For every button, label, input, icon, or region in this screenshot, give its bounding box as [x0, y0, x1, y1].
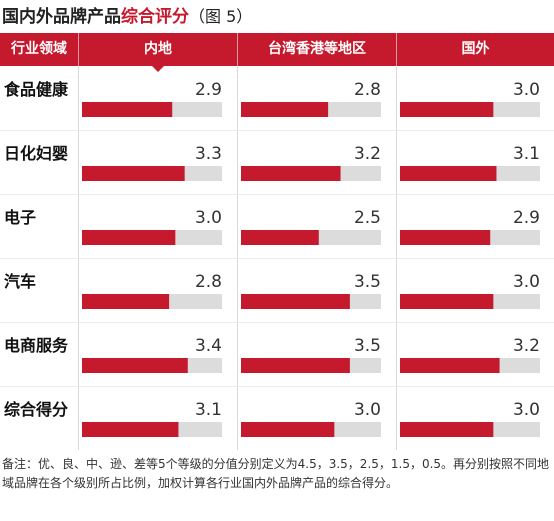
header-divider	[396, 33, 397, 66]
bar	[241, 422, 335, 437]
category-label: 综合得分	[4, 400, 68, 419]
value-label: 3.4	[195, 336, 222, 356]
category-label: 日化妇婴	[4, 144, 68, 163]
value-label: 3.1	[513, 144, 540, 164]
bar	[400, 294, 494, 309]
value-label: 3.3	[195, 144, 222, 164]
value-label: 3.2	[354, 144, 381, 164]
figure-label: （图 5）	[189, 7, 253, 26]
bar	[241, 294, 350, 309]
value-label: 3.0	[513, 80, 540, 100]
bar	[82, 294, 170, 309]
value-label: 3.0	[513, 272, 540, 292]
bar	[241, 358, 350, 373]
title-main: 国内外品牌产品	[2, 7, 121, 27]
value-label: 3.0	[513, 400, 540, 420]
bar	[241, 230, 319, 245]
bar	[400, 422, 494, 437]
header-divider	[78, 33, 79, 66]
bar	[241, 166, 341, 181]
value-label: 2.9	[195, 80, 222, 100]
header-pointer	[152, 66, 164, 72]
value-label: 2.8	[195, 272, 222, 292]
category-label: 食品健康	[3, 80, 69, 99]
value-label: 3.5	[354, 336, 381, 356]
value-label: 2.5	[354, 208, 381, 228]
bar	[400, 166, 497, 181]
bar	[82, 166, 185, 181]
header-category: 行业领域	[11, 41, 67, 57]
table-header: 行业领域 内地 台湾香港等地区 国外	[0, 33, 554, 66]
category-label: 汽车	[4, 272, 36, 291]
bar	[241, 102, 329, 117]
bar	[82, 422, 179, 437]
header-divider	[237, 33, 238, 66]
header-panel-tw-hk: 台湾香港等地区	[268, 41, 366, 57]
chart-title: 国内外品牌产品综合评分（图 5）	[2, 4, 252, 30]
bar	[82, 358, 188, 373]
title-highlight: 综合评分	[121, 7, 189, 27]
value-label: 2.8	[354, 80, 381, 100]
value-label: 2.9	[513, 208, 540, 228]
bar	[82, 230, 176, 245]
value-label: 3.5	[354, 272, 381, 292]
footnote: 备注：优、良、中、逊、差等5个等级的分值分别定义为4.5，3.5，2.5，1.5…	[2, 457, 550, 490]
header-panel-foreign: 国外	[461, 41, 490, 57]
category-label: 电子	[4, 208, 36, 227]
category-label: 电商服务	[4, 336, 69, 355]
value-label: 3.1	[195, 400, 222, 420]
bar	[400, 102, 494, 117]
header-panel-mainland: 内地	[144, 41, 172, 57]
value-label: 3.2	[513, 336, 540, 356]
bar	[82, 102, 173, 117]
value-label: 3.0	[195, 208, 222, 228]
bar	[400, 230, 491, 245]
bar-chart: 食品健康 2.9 2.8 3.0 日化妇婴 3.3 3.2 3.1 电子 3.0 2.5 2.9 汽车 2…	[0, 66, 554, 450]
bar	[400, 358, 500, 373]
value-label: 3.0	[354, 400, 381, 420]
